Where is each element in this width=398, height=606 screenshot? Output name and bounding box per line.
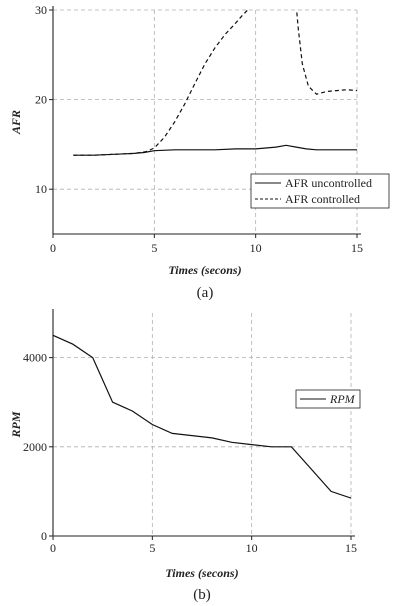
x-tick-label: 5 [149, 541, 155, 555]
legend-box [295, 389, 361, 409]
x-tick-label: 5 [151, 241, 157, 255]
series-line-afr-controlled [295, 10, 357, 95]
chart-b-caption: (b) [193, 587, 211, 603]
y-tick-label: 4000 [23, 351, 47, 365]
legend: AFR uncontrolled AFR controlled [250, 173, 390, 209]
x-tick-label: 10 [250, 241, 262, 255]
legend-label: RPM [329, 392, 356, 406]
series-line-afr-controlled [73, 10, 249, 156]
legend: RPM [295, 389, 361, 409]
legend-label: AFR uncontrolled [285, 176, 372, 190]
chart-a-xlabel: Times (secons) [168, 263, 241, 277]
chart-a-afr: 0 5 10 15 10 20 30 AFR uncontrolled AFR controll… [9, 3, 390, 301]
x-tick-label: 15 [345, 541, 357, 555]
y-tick-label: 0 [41, 529, 47, 543]
y-tick-label: 10 [35, 182, 47, 196]
x-tick-label: 15 [351, 241, 363, 255]
x-tick-label: 0 [50, 541, 56, 555]
series-line-rpm [53, 334, 351, 499]
chart-b-ylabel: RPM [9, 411, 23, 438]
legend-box [250, 173, 390, 209]
y-tick-label: 30 [35, 3, 47, 17]
legend-label: AFR controlled [285, 192, 360, 206]
x-tick-label: 0 [50, 241, 56, 255]
y-tick-label: 20 [35, 93, 47, 107]
chart-b-rpm: 0 5 10 15 0 2000 4000 RPM RPM Times (secons) (b) [9, 309, 361, 603]
y-tick-label: 2000 [23, 440, 47, 454]
chart-b-xlabel: Times (secons) [165, 566, 238, 580]
series-line-afr-uncontrolled [73, 144, 357, 156]
chart-a-ylabel: AFR [9, 110, 23, 135]
x-tick-label: 10 [246, 541, 258, 555]
chart-a-caption: (a) [197, 285, 214, 301]
